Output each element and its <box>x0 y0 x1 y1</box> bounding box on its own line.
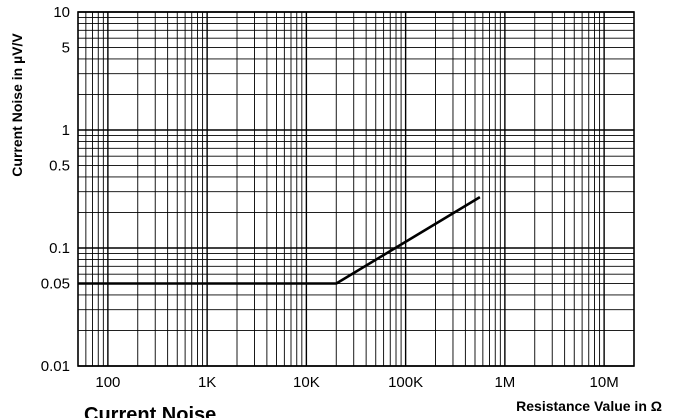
y-tick-labels: 10 5 1 0.5 0.1 0.05 0.01 <box>41 4 70 375</box>
x-tick-label: 100K <box>388 374 423 391</box>
y-tick-label: 0.01 <box>41 358 70 375</box>
series-layer <box>78 197 480 283</box>
x-tick-label: 10M <box>590 374 619 391</box>
y-tick-label: 0.05 <box>41 276 70 293</box>
x-tick-labels: 100 1K 10K 100K 1M 10M <box>95 374 618 391</box>
x-tick-label: 1M <box>494 374 515 391</box>
chart-caption: Current Noise <box>84 404 216 418</box>
plot-frame <box>78 12 634 366</box>
x-tick-label: 100 <box>95 374 120 391</box>
grid <box>78 12 634 366</box>
y-axis-title: Current Noise in µV/V <box>9 33 25 177</box>
x-tick-label: 1K <box>198 374 216 391</box>
y-tick-label: 1 <box>62 122 70 139</box>
x-tick-label: 10K <box>293 374 320 391</box>
noise-series-line <box>78 197 480 283</box>
y-tick-label: 5 <box>62 40 70 57</box>
y-tick-label: 0.5 <box>49 158 70 175</box>
y-tick-label: 0.1 <box>49 240 70 257</box>
y-tick-label: 10 <box>53 4 70 21</box>
x-axis-title: Resistance Value in Ω <box>516 398 662 414</box>
